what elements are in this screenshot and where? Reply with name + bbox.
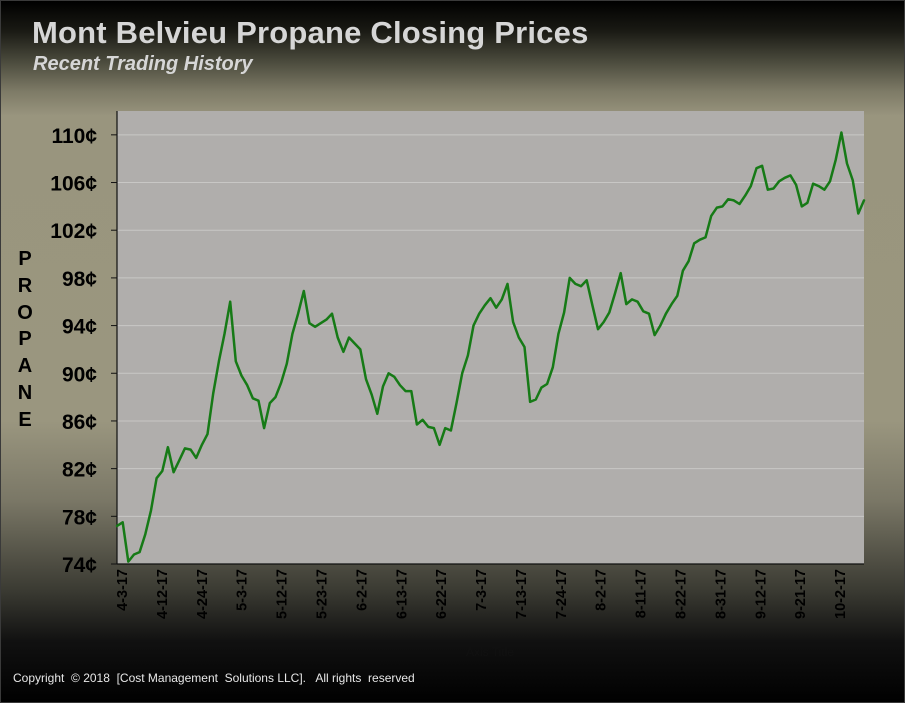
x-tick-label: 6-22-17: [434, 569, 450, 619]
x-tick-label: 8-11-17: [634, 569, 650, 618]
x-tick-label: 7-13-17: [514, 569, 530, 619]
y-tick-label: 98¢: [62, 268, 97, 291]
y-tick-label: 82¢: [62, 459, 97, 482]
series-line: [115, 131, 866, 563]
x-tick-label: 10-2-17: [833, 569, 849, 619]
x-tick-label: 4-12-17: [155, 569, 171, 619]
chart-subtitle: Recent Trading History: [33, 53, 253, 75]
x-tick-label: 4-3-17: [115, 569, 131, 611]
y-axis-label: PROPANE: [17, 248, 33, 431]
x-tick-label: 9-21-17: [793, 569, 809, 619]
y-tick-label: 78¢: [62, 506, 97, 529]
x-tick-label: 7-3-17: [474, 569, 490, 611]
y-tick-label: 94¢: [62, 316, 97, 339]
x-tick-label: 5-23-17: [315, 569, 331, 619]
x-tick-label: 7-24-17: [554, 569, 570, 619]
x-tick-label: 6-13-17: [394, 569, 410, 619]
x-tick-label: 8-31-17: [713, 569, 729, 619]
y-tick-label: 86¢: [62, 411, 97, 434]
y-tick-label: 102¢: [50, 220, 97, 243]
y-tick-label: 106¢: [50, 173, 97, 196]
x-tick-label: 8-2-17: [594, 569, 610, 611]
x-tick-label: 5-3-17: [235, 569, 251, 611]
y-tick-label: 110¢: [51, 125, 97, 148]
x-tick-label: 8-22-17: [674, 569, 690, 619]
y-tick-label: 90¢: [62, 363, 97, 386]
plot-area: [117, 111, 864, 564]
x-tick-label: 9-12-17: [753, 569, 769, 619]
x-tick-label: 6-2-17: [354, 569, 370, 611]
copyright-footer: Copyright © 2018 [Cost Management Soluti…: [13, 671, 415, 685]
x-tick-label: 5-12-17: [275, 569, 291, 619]
chart-title: Mont Belvieu Propane Closing Prices: [32, 15, 589, 50]
x-axis-title: Axis Title: [466, 645, 514, 659]
y-tick-label: 74¢: [62, 554, 97, 577]
x-tick-label: 4-24-17: [195, 569, 211, 619]
